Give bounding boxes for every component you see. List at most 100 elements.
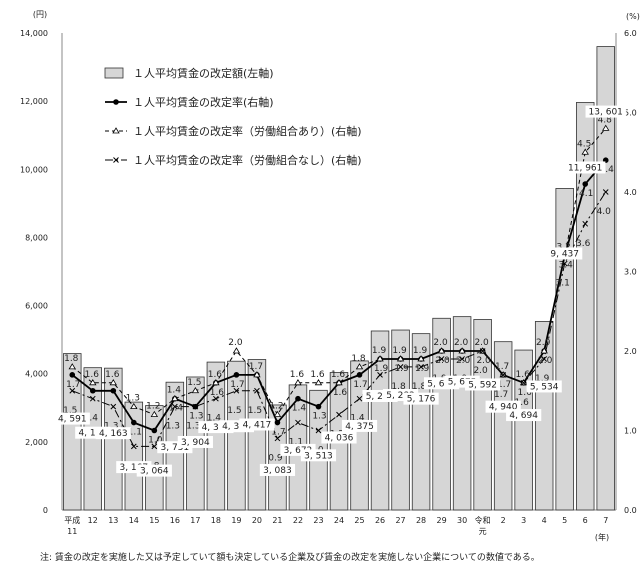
x-tick-label: 元: [479, 527, 487, 536]
label-without-union: 1.8: [391, 382, 406, 392]
label-average: 1.9: [415, 364, 430, 374]
bar: [391, 329, 410, 511]
label-average: 1.4: [169, 404, 184, 414]
bar-value-label-bg: [300, 449, 337, 462]
label-with-union: 2.0: [474, 338, 489, 348]
label-without-union: 3.6: [576, 239, 591, 249]
label-average: 1.3: [189, 412, 203, 422]
x-tick-label: 17: [190, 516, 200, 525]
footnote: 注: 賃金の改定を実施した又は予定していて額も決定している企業及び賃金の改定を実…: [40, 551, 540, 563]
point-without-union: [69, 387, 76, 394]
x-tick-label: 4: [542, 516, 547, 525]
point-with-union: [335, 379, 343, 386]
bar-value-label: 5, 282: [386, 391, 415, 401]
x-tick-label: 20: [252, 516, 262, 525]
point-average: [69, 372, 76, 378]
point-without-union: [356, 395, 363, 402]
bar-value-label-bg: [136, 464, 172, 477]
legend-entry: １人平均賃金の改定額(左軸): [133, 66, 274, 80]
point-without-union: [520, 379, 527, 386]
bar-value-label: 5, 534: [530, 382, 559, 392]
label-average: 1.1: [128, 428, 142, 438]
point-without-union: [418, 364, 424, 370]
label-with-union: 4.8: [598, 115, 613, 125]
bar: [452, 316, 472, 511]
label-without-union: 1.7: [494, 390, 508, 400]
point-with-union: [171, 394, 179, 402]
label-average: 2.0: [476, 356, 491, 366]
bar-value-label: 3, 904: [181, 438, 210, 448]
bar-value-label-bg: [341, 419, 378, 432]
x-tick-label: 22: [293, 516, 303, 525]
left-tick-label: 14,000: [20, 29, 48, 38]
x-tick-label: 27: [395, 516, 405, 525]
label-without-union: 4.0: [597, 207, 612, 217]
bar-value-label: 4, 940: [489, 403, 518, 413]
legend-entry: １人平均賃金の改定率（労働組合なし）(右軸): [133, 153, 362, 167]
label-with-union: 4.5: [577, 139, 591, 149]
label-with-union: 1.8: [351, 354, 366, 364]
bar-value-label-bg: [465, 378, 501, 391]
bar-value-label: 4, 591: [58, 415, 87, 425]
label-with-union: 1.6: [290, 370, 305, 380]
bar-value-label: 3, 672: [284, 446, 313, 456]
bar-value-label-bg: [95, 427, 131, 440]
point-with-union: [294, 379, 302, 386]
label-without-union: 1.1: [289, 438, 303, 448]
legend-entry: １人平均賃金の改定率（労働組合あり）(右軸): [133, 124, 362, 138]
label-average: 1.3: [312, 412, 326, 422]
label-without-union: 1.3: [186, 422, 200, 432]
label-average: 4.1: [579, 189, 593, 199]
point-without-union: [254, 387, 260, 394]
point-without-union: [89, 395, 96, 402]
label-with-union: 1.6: [310, 370, 325, 380]
bar-value-label: 5, 627: [427, 379, 456, 389]
right-tick-label: 5.0: [624, 109, 637, 118]
label-without-union: 1.6: [515, 398, 530, 408]
label-average: 3.4: [559, 261, 574, 271]
label-average: 2.0: [456, 356, 471, 366]
bar-value-label: 5, 592: [468, 380, 497, 390]
right-tick-label: 0.0: [624, 506, 637, 515]
x-tick-label: 平成: [64, 515, 80, 525]
point-without-union: [459, 356, 465, 362]
bar-value-label: 4, 177: [78, 429, 107, 439]
point-average: [233, 372, 240, 378]
bar-value-label-bg: [259, 463, 296, 476]
bar: [575, 102, 595, 511]
label-without-union: 1.3: [166, 422, 180, 432]
point-with-union: [417, 355, 425, 362]
point-without-union: [541, 356, 548, 362]
label-with-union: 1.6: [105, 370, 120, 380]
point-without-union: [397, 364, 404, 370]
x-tick-label: 30: [457, 516, 467, 525]
point-with-union: [130, 402, 138, 410]
bar-value-label: 4, 163: [99, 429, 128, 439]
axes-layer: 0 2,000 4,000 6,000 8,000 10,000 12,000 14,000 0…: [20, 10, 640, 542]
bar-value-label-bg: [526, 380, 562, 393]
label-without-union: 1.4: [350, 414, 365, 424]
point-average: [151, 427, 158, 434]
bar-value-label: 13, 601: [589, 108, 623, 118]
x-tick-label: 11: [67, 527, 77, 536]
left-tick-label: 2,000: [25, 438, 48, 447]
point-average: [89, 387, 96, 394]
legend-layer: １人平均賃金の改定額(左軸) １人平均賃金の改定率(右軸) １人平均賃金の改定率（労…: [104, 66, 362, 167]
point-with-union: [396, 355, 405, 362]
point-average: [295, 395, 301, 402]
left-tick-label: 4,000: [25, 370, 48, 379]
bar-value-label-bg: [506, 409, 542, 422]
label-with-union: 1.7: [495, 362, 509, 372]
label-with-union: 2.0: [228, 338, 243, 348]
point-with-union: [212, 379, 220, 386]
label-with-union: 2.0: [454, 338, 469, 348]
point-with-union: [602, 124, 610, 131]
bar-value-label: 3, 751: [161, 443, 190, 453]
bar-value-label: 3, 167: [119, 463, 148, 473]
point-with-union: [355, 363, 364, 370]
point-with-union: [68, 363, 76, 370]
point-with-union: [89, 379, 97, 386]
x-tick-label: 13: [108, 516, 118, 525]
point-average: [110, 387, 117, 394]
